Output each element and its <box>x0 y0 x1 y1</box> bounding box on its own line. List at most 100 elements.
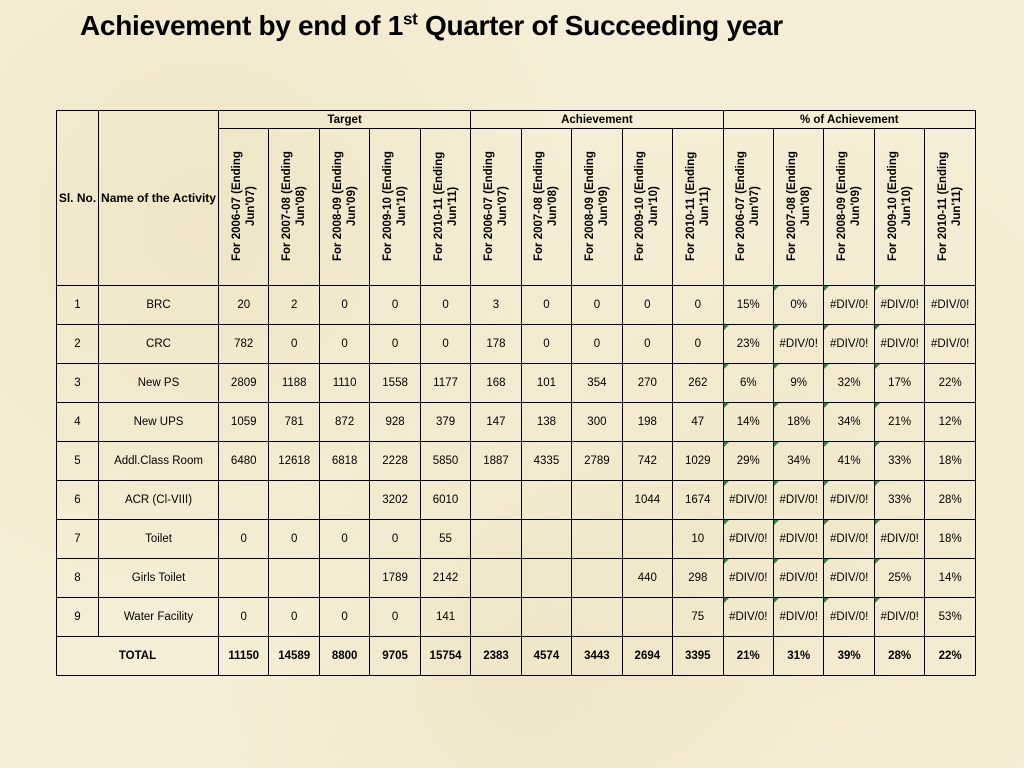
row-activity-name: Water Facility <box>98 597 219 637</box>
achievement-cell: 0 <box>520 324 573 364</box>
achievement-cell: 75 <box>672 597 724 637</box>
total-label: TOTAL <box>56 636 219 676</box>
percent-cell: 25% <box>873 558 926 598</box>
title-suffix: Quarter of Succeeding year <box>417 10 783 41</box>
total-achievement-cell: 3443 <box>571 636 623 676</box>
percent-cell: 15% <box>722 285 774 325</box>
target-cell: 0 <box>318 324 371 364</box>
percent-cell: 22% <box>924 363 976 403</box>
achievement-cell <box>470 480 522 520</box>
total-row: TOTAL 11150 14589 8800 9705 15754 2383 4574 3443… <box>56 636 976 676</box>
total-percent-cell: 22% <box>924 636 976 676</box>
period-label: For 2007-08 (Ending Jun'08) <box>785 150 812 261</box>
period-label: For 2008-09 (Ending Jun'09) <box>331 150 358 261</box>
row-sl-no: 7 <box>56 519 99 559</box>
row-sl-no: 6 <box>56 480 99 520</box>
percent-cell: 28% <box>924 480 976 520</box>
achievement-cell <box>470 597 522 637</box>
achievement-cell: 262 <box>672 363 724 403</box>
percent-cell: 18% <box>772 402 825 442</box>
percent-cell: #DIV/0! <box>924 324 976 364</box>
achievement-cell: 198 <box>621 402 674 442</box>
total-percent-cell: 28% <box>873 636 926 676</box>
achievement-cell <box>571 480 623 520</box>
table-row: 8 Girls Toilet 1789 2142 440 298 #DIV/0! #DIV/0… <box>56 558 976 598</box>
title-prefix: Achievement by end of 1 <box>80 10 403 41</box>
percent-cell: 12% <box>924 402 976 442</box>
total-achievement-cell: 3395 <box>672 636 724 676</box>
total-target-cell: 8800 <box>318 636 371 676</box>
row-activity-name: CRC <box>98 324 219 364</box>
achievement-cell: 1029 <box>672 441 724 481</box>
percent-cell: 18% <box>924 519 976 559</box>
achievement-cell: 0 <box>571 285 623 325</box>
period-label: For 2007-08 (Ending Jun'08) <box>533 150 560 261</box>
achievement-cell: 0 <box>672 324 724 364</box>
percent-cell: #DIV/0! <box>823 480 875 520</box>
target-cell: 2 <box>268 285 320 325</box>
total-target-cell: 14589 <box>268 636 320 676</box>
target-cell: 55 <box>419 519 472 559</box>
target-cell: 0 <box>268 597 320 637</box>
target-cell: 20 <box>217 285 270 325</box>
percent-cell: #DIV/0! <box>924 285 976 325</box>
header-target-period-4: For 2009-10 (Ending Jun'10) <box>369 128 421 286</box>
percent-cell: #DIV/0! <box>823 285 875 325</box>
achievement-cell: 168 <box>470 363 522 403</box>
percent-cell: #DIV/0! <box>873 519 926 559</box>
title-superscript: st <box>402 9 418 29</box>
target-cell: 782 <box>217 324 270 364</box>
percent-cell: 33% <box>873 480 926 520</box>
row-sl-no: 5 <box>56 441 99 481</box>
achievement-cell <box>571 519 623 559</box>
header-group-achievement: Achievement <box>470 110 724 129</box>
percent-cell: 21% <box>873 402 926 442</box>
total-achievement-cell: 2694 <box>621 636 674 676</box>
target-cell: 141 <box>419 597 472 637</box>
header-achievement-period-2: For 2007-08 (Ending Jun'08) <box>520 128 573 286</box>
row-sl-no: 2 <box>56 324 99 364</box>
total-percent-cell: 31% <box>772 636 825 676</box>
achievement-cell: 178 <box>470 324 522 364</box>
table-row: 1 BRC 20 2 0 0 0 3 0 0 0 0 15% 0% #DIV/0! #DIV/0! #DIV/0… <box>56 285 976 325</box>
achievement-cell: 4335 <box>520 441 573 481</box>
achievement-cell <box>621 519 674 559</box>
total-achievement-cell: 4574 <box>520 636 573 676</box>
percent-cell: #DIV/0! <box>722 597 774 637</box>
percent-cell: 9% <box>772 363 825 403</box>
target-cell: 928 <box>369 402 421 442</box>
table-body: 1 BRC 20 2 0 0 0 3 0 0 0 0 15% 0% #DIV/0! #DIV/0! #DIV/0… <box>56 285 976 676</box>
header-group-percent: % of Achievement <box>722 110 977 129</box>
achievement-cell: 298 <box>672 558 724 598</box>
table-row: 4 New UPS 1059 781 872 928 379 147 138 300 198 47 14… <box>56 402 976 442</box>
target-cell: 3202 <box>369 480 421 520</box>
percent-cell: #DIV/0! <box>823 519 875 559</box>
header-achievement-period-4: For 2009-10 (Ending Jun'10) <box>621 128 674 286</box>
target-cell: 6010 <box>419 480 472 520</box>
header-group-target: Target <box>217 110 472 129</box>
percent-cell: 32% <box>823 363 875 403</box>
row-sl-no: 8 <box>56 558 99 598</box>
achievement-cell: 0 <box>672 285 724 325</box>
achievement-cell <box>520 519 573 559</box>
achievement-table: Sl. No. Name of the Activity Target Achi… <box>56 110 977 676</box>
row-sl-no: 4 <box>56 402 99 442</box>
period-header-row: For 2006-07 (Ending Jun'07) For 2007-08 (… <box>57 128 976 286</box>
total-target-cell: 9705 <box>369 636 421 676</box>
total-target-cell: 11150 <box>217 636 270 676</box>
achievement-cell: 1044 <box>621 480 674 520</box>
target-cell: 1110 <box>318 363 371 403</box>
achievement-cell: 270 <box>621 363 674 403</box>
target-cell: 6818 <box>318 441 371 481</box>
header-activity: Name of the Activity <box>98 110 219 286</box>
row-sl-no: 3 <box>56 363 99 403</box>
percent-cell: #DIV/0! <box>772 324 825 364</box>
target-cell: 781 <box>268 402 320 442</box>
header-target-period-3: For 2008-09 (Ending Jun'09) <box>318 128 371 286</box>
total-achievement-cell: 2383 <box>470 636 522 676</box>
achievement-cell <box>470 519 522 559</box>
header-sl-no: Sl. No. <box>56 110 99 286</box>
percent-cell: #DIV/0! <box>722 519 774 559</box>
achievement-cell <box>571 558 623 598</box>
percent-cell: #DIV/0! <box>873 285 926 325</box>
